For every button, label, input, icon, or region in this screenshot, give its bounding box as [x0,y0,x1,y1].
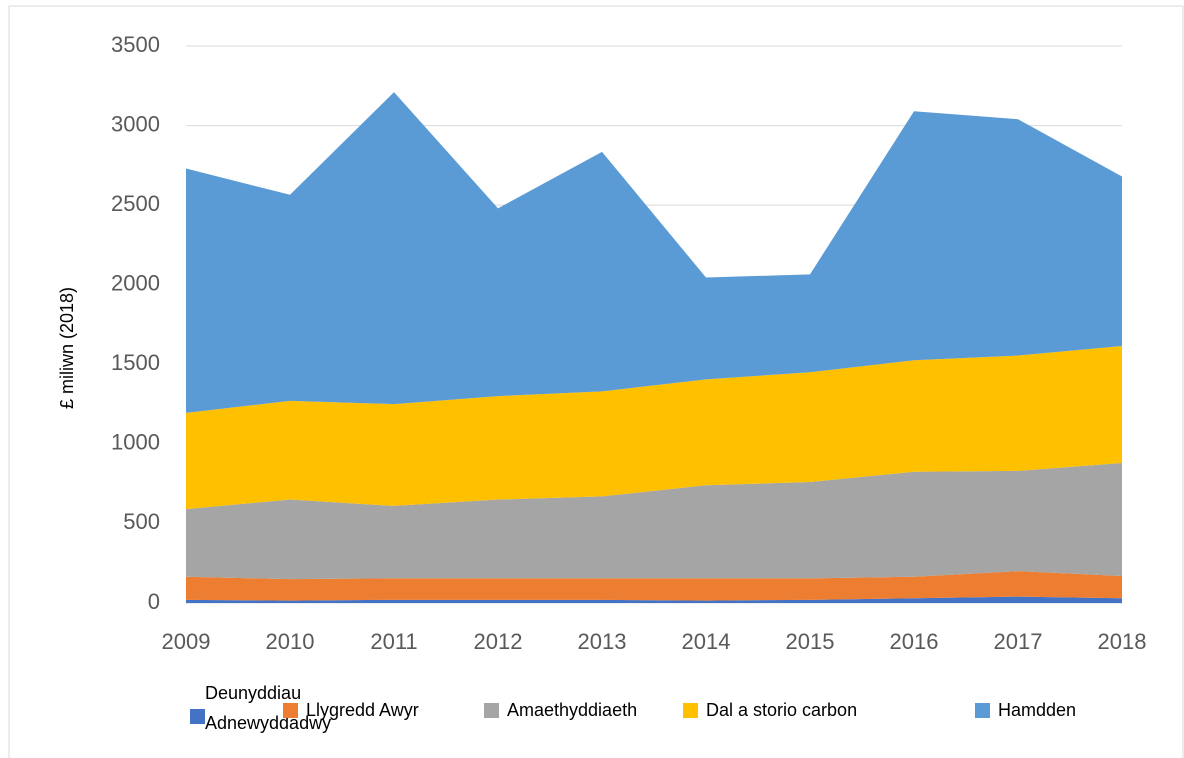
y-tick-label: 3000 [111,111,160,136]
y-tick-label: 0 [148,589,160,614]
legend-item: Amaethyddiaeth [484,700,674,721]
legend-swatch [484,703,499,718]
area [186,345,1122,510]
frame [8,5,1184,758]
legend-item: Dal a storio carbon [683,700,943,721]
area [186,462,1122,580]
y-tick-label: 500 [123,509,160,534]
legend-label: Dal a storio carbon [706,700,858,720]
x-tick-label: 2015 [786,629,835,654]
legend-label: Deunyddiau Adnewyddadwy [205,683,332,733]
y-tick-label: 1500 [111,350,160,375]
x-tick-label: 2018 [1098,629,1147,654]
x-tick-label: 2010 [266,629,315,654]
legend-swatch [283,703,298,718]
x-tick-label: 2016 [890,629,939,654]
y-tick-label: 2500 [111,191,160,216]
x-tick-label: 2011 [370,629,417,654]
x-tick-label: 2009 [162,629,211,654]
legend-label: Llygredd Awyr [306,700,419,720]
legend-item: Hamdden [975,700,1135,721]
legend-item: Llygredd Awyr [283,700,463,721]
y-tick-label: 1000 [111,430,160,455]
legend-label: Hamdden [998,700,1077,720]
legend-swatch [975,703,990,718]
x-tick-label: 2017 [994,629,1043,654]
area [186,596,1122,603]
x-tick-label: 2013 [578,629,627,654]
area [186,92,1122,413]
y-tick-label: 3500 [111,32,160,57]
legend-item: Deunyddiau Adnewyddadwy [190,678,331,738]
x-tick-label: 2012 [474,629,523,654]
legend-swatch [683,703,698,718]
area [186,571,1122,601]
y-axis-label: £ miliwn (2018) [57,287,77,409]
legend-swatch [190,709,205,724]
x-tick-label: 2014 [682,629,731,654]
legend-label: Amaethyddiaeth [507,700,638,720]
y-tick-label: 2000 [111,271,160,296]
